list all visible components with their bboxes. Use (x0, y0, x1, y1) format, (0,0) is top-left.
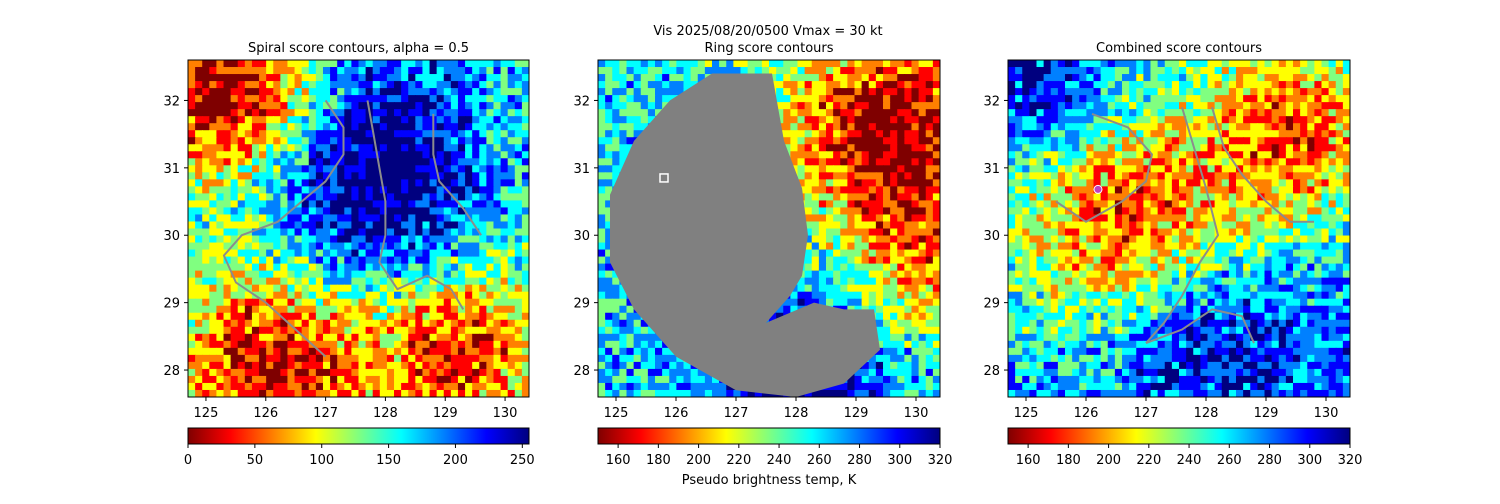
center-marker (1093, 184, 1103, 194)
ring-mask (610, 73, 880, 397)
x-tick-label: 128 (784, 406, 809, 421)
y-tick-label: 32 (163, 94, 180, 109)
colorbar-label: Pseudo brightness temp, K (682, 473, 857, 488)
x-tick-label: 130 (493, 406, 518, 421)
colorbar (1007, 427, 1351, 445)
contour-line (1055, 112, 1153, 223)
contour-line (366, 100, 465, 310)
colorbar-tick-label: 300 (887, 453, 912, 468)
y-tick-label: 29 (983, 297, 1000, 312)
x-tick-label: 127 (724, 406, 749, 421)
colorbar-tick-label: 220 (726, 453, 751, 468)
panel-3: Combined score contours 125 126 127 128 129 13… (983, 41, 1362, 468)
colorbar (597, 427, 941, 445)
y-tick-label: 28 (573, 364, 590, 379)
x-tick-label: 128 (1194, 406, 1219, 421)
axes-frame (1007, 59, 1351, 398)
axes-frame (597, 59, 941, 398)
x-tick-label: 126 (1074, 406, 1099, 421)
panel-1: Spiral score contours, alpha = 0.5 125 126… (163, 41, 534, 468)
x-tick-label: 126 (253, 406, 278, 421)
x-tick-label: 126 (664, 406, 689, 421)
contour-line (1145, 308, 1255, 345)
colorbar-tick-label: 50 (247, 453, 264, 468)
x-tick-label: 127 (1134, 406, 1159, 421)
y-tick-label: 29 (573, 297, 590, 312)
colorbar-tick-label: 280 (1257, 453, 1282, 468)
contour-line (222, 99, 345, 358)
x-tick-label: 125 (1014, 406, 1039, 421)
panel-title: Combined score contours (1096, 41, 1262, 56)
colorbar (187, 427, 530, 445)
x-tick-label: 127 (313, 406, 338, 421)
panel-title: Ring score contours (704, 41, 833, 56)
colorbar-tick-label: 200 (443, 453, 468, 468)
x-tick-label: 125 (604, 406, 629, 421)
colorbar-tick-label: 100 (309, 453, 334, 468)
panel-2: Ring score contours 125 126 127 128 129 130 28 2… (573, 41, 952, 488)
colorbar-tick-label: 180 (1056, 453, 1081, 468)
colorbar-tick-label: 280 (847, 453, 872, 468)
x-tick-label: 130 (1314, 406, 1339, 421)
colorbar-tick-label: 180 (646, 453, 671, 468)
panel-title: Spiral score contours, alpha = 0.5 (248, 41, 469, 56)
colorbar-tick-label: 250 (510, 453, 535, 468)
center-marker (659, 173, 669, 183)
y-tick-label: 31 (983, 162, 1000, 177)
y-tick-label: 31 (573, 162, 590, 177)
x-tick-label: 125 (194, 406, 219, 421)
colorbar-tick-label: 300 (1297, 453, 1322, 468)
x-tick-label: 129 (1254, 406, 1279, 421)
colorbar-tick-label: 160 (1016, 453, 1041, 468)
contour-line (432, 113, 482, 236)
x-tick-label: 129 (433, 406, 458, 421)
colorbar-tick-label: 240 (767, 453, 792, 468)
y-tick-label: 32 (983, 94, 1000, 109)
y-tick-label: 30 (983, 229, 1000, 244)
contour-line (1211, 106, 1314, 223)
y-tick-label: 29 (163, 297, 180, 312)
axes-frame (187, 59, 530, 398)
colorbar-tick-label: 200 (686, 453, 711, 468)
colorbar-tick-label: 160 (606, 453, 631, 468)
colorbar-tick-label: 320 (928, 453, 953, 468)
heatmap-image (188, 60, 529, 397)
x-tick-label: 130 (904, 406, 929, 421)
colorbar-tick-label: 150 (376, 453, 401, 468)
x-tick-label: 128 (373, 406, 398, 421)
colorbar-tick-label: 260 (1217, 453, 1242, 468)
x-tick-label: 129 (844, 406, 869, 421)
heatmap-image (1008, 60, 1350, 397)
y-tick-label: 30 (163, 229, 180, 244)
colorbar-tick-label: 220 (1136, 453, 1161, 468)
contour-line (1145, 106, 1219, 344)
colorbar-tick-label: 320 (1338, 453, 1363, 468)
colorbar-tick-label: 0 (184, 453, 192, 468)
y-tick-label: 28 (983, 364, 1000, 379)
y-tick-label: 32 (573, 94, 590, 109)
colorbar-tick-label: 200 (1096, 453, 1121, 468)
y-tick-label: 28 (163, 364, 180, 379)
colorbar-tick-label: 260 (807, 453, 832, 468)
y-tick-label: 31 (163, 162, 180, 177)
y-tick-label: 30 (573, 229, 590, 244)
colorbar-tick-label: 240 (1177, 453, 1202, 468)
figure-suptitle: Vis 2025/08/20/0500 Vmax = 30 kt (653, 24, 882, 39)
